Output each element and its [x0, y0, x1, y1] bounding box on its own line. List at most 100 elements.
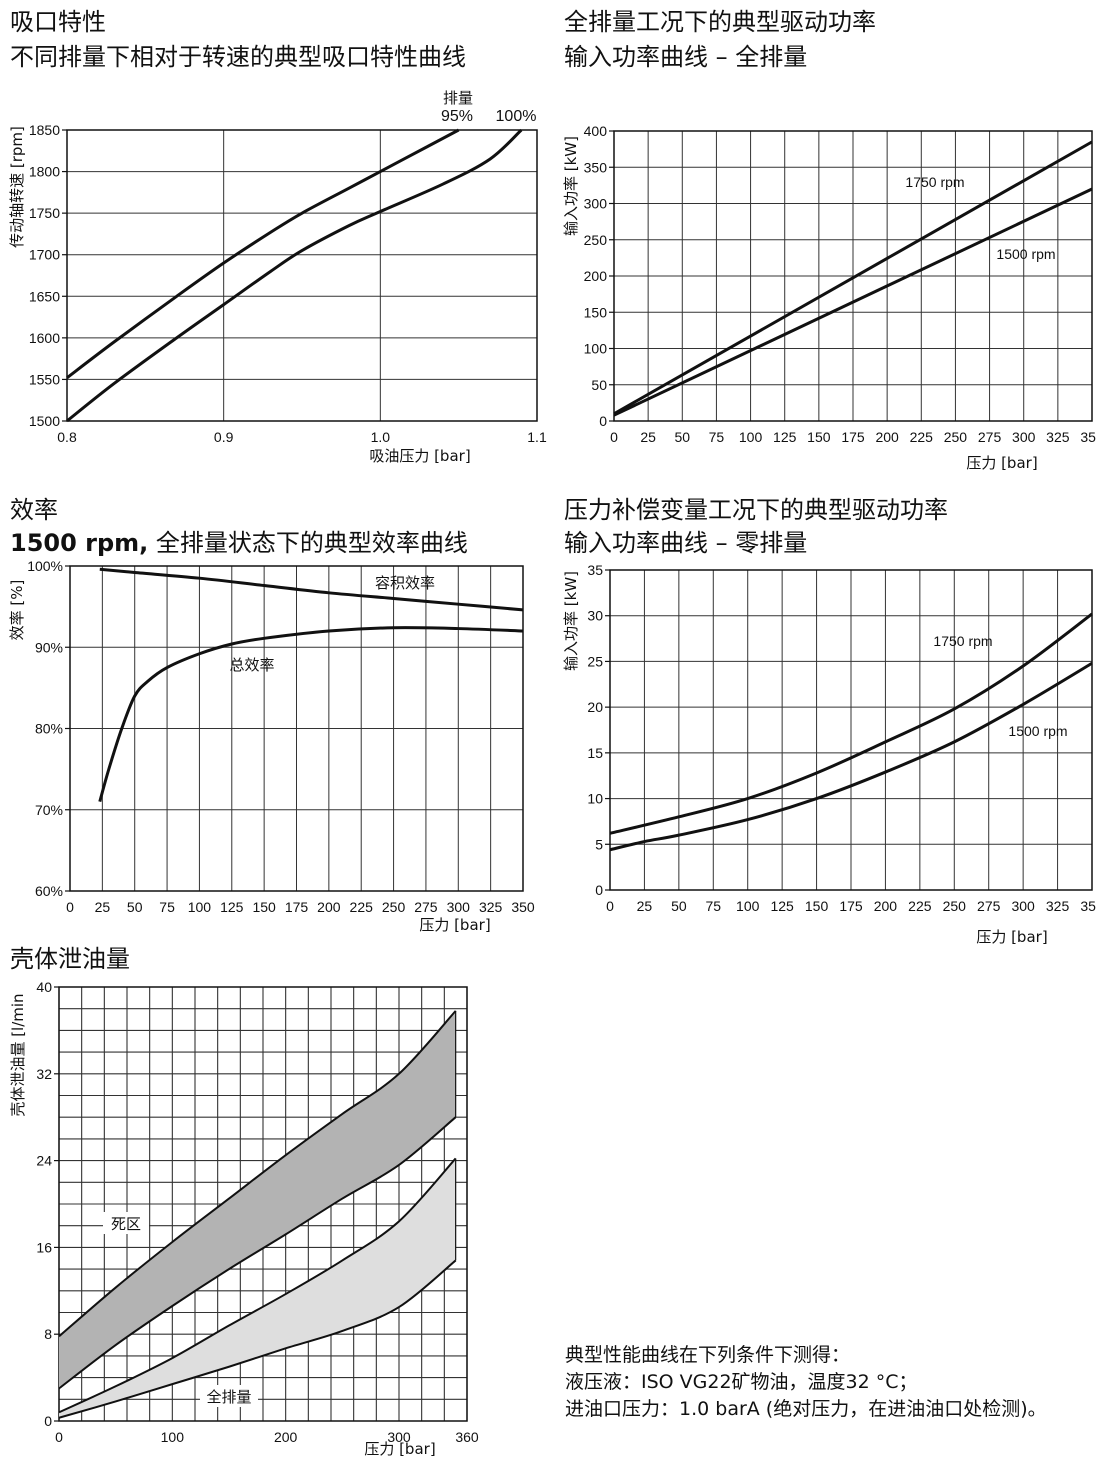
- measurement-notes: 典型性能曲线在下列条件下测得： 液压液：ISO VG22矿物油，温度32 °C；…: [565, 1342, 1047, 1423]
- plot-frame: [66, 129, 538, 422]
- x-tick-label: 275: [978, 429, 1002, 445]
- x-tick-label: 1.0: [371, 429, 391, 445]
- x-tick-label: 200: [875, 429, 899, 445]
- plot-frame: [609, 569, 1093, 891]
- x-tick-label: 325: [1046, 429, 1070, 445]
- x-axis-label: 压力 [bar]: [419, 916, 490, 934]
- y-tick-label: 1650: [29, 288, 60, 304]
- x-tick-label: 0: [610, 429, 618, 445]
- y-tick-label: 16: [36, 1239, 52, 1255]
- x-tick-label: 200: [317, 899, 341, 915]
- y-tick-label: 200: [584, 268, 608, 284]
- y-tick-label: 1550: [29, 371, 60, 387]
- y-tick-label: 20: [587, 699, 603, 715]
- chart3-title: 效率: [10, 496, 58, 524]
- note-line-2: 液压液：ISO VG22矿物油，温度32 °C；: [565, 1371, 918, 1393]
- x-tick-label: 100: [188, 899, 212, 915]
- x-tick-label: 0: [55, 1429, 63, 1445]
- series-line: [609, 612, 1093, 835]
- band-label-bg: [103, 1212, 149, 1234]
- plot-frame: [58, 986, 468, 1422]
- series-line: [66, 128, 460, 379]
- series-line: [66, 128, 523, 423]
- y-tick-label: 8: [44, 1326, 52, 1342]
- chart4-title: 压力补偿变量工况下的典型驱动功率: [564, 496, 948, 524]
- chart1-subtitle: 不同排量下相对于转速的典型吸口特性曲线: [10, 43, 466, 71]
- x-tick-label: 25: [95, 899, 111, 915]
- chart1-title: 吸口特性: [10, 8, 106, 36]
- x-tick-label: 125: [770, 898, 794, 914]
- x-tick-label: 50: [127, 899, 143, 915]
- x-tick-label: 300: [447, 899, 471, 915]
- series-line: [613, 140, 1093, 416]
- x-tick-label: 250: [382, 899, 406, 915]
- chart3: 0 25 50 75 100 125 150 175 200 225 250 275 300 325 350…: [8, 558, 535, 934]
- legend-label: 95%: [441, 108, 473, 125]
- y-tick-label: 5: [595, 836, 603, 852]
- x-tick-label: 225: [908, 898, 932, 914]
- legend-title: 排量: [443, 89, 473, 107]
- x-tick-label: 150: [252, 899, 276, 915]
- y-tick-label: 1700: [29, 247, 60, 263]
- chart3-subtitle: 1500 rpm, 全排量状态下的典型效率曲线: [10, 527, 468, 559]
- x-tick-label: 75: [159, 899, 175, 915]
- y-tick-label: 300: [584, 196, 608, 212]
- x-tick-label: 25: [637, 898, 653, 914]
- x-tick-label: 275: [414, 899, 438, 915]
- y-tick-label: 70%: [35, 802, 63, 818]
- x-axis-label: 压力 [bar]: [976, 928, 1047, 946]
- x-tick-label: 100: [736, 898, 760, 914]
- y-axis-label: 效率 [%]: [8, 580, 26, 641]
- x-tick-label: 175: [839, 898, 863, 914]
- y-axis-label: 传动轴转速 [rpm]: [8, 126, 26, 248]
- x-tick-label: 75: [709, 429, 725, 445]
- y-tick-label: 250: [584, 232, 608, 248]
- band-lower-edge: [58, 1259, 457, 1419]
- x-tick-label: 100: [161, 1429, 185, 1445]
- x-tick-label: 0.9: [214, 429, 234, 445]
- x-tick-label: 350: [511, 899, 535, 915]
- x-tick-label: 175: [841, 429, 865, 445]
- y-tick-label: 10: [587, 791, 603, 807]
- x-tick-label: 150: [805, 898, 829, 914]
- x-tick-label: 225: [350, 899, 374, 915]
- series-label: 1750 rpm: [933, 633, 992, 649]
- x-tick-label: 275: [977, 898, 1001, 914]
- y-axis-label: 输入功率 [kW]: [562, 136, 580, 236]
- x-tick-label: 200: [274, 1429, 298, 1445]
- series-label: 1500 rpm: [1008, 723, 1067, 739]
- x-tick-label: 125: [773, 429, 797, 445]
- chart2-title: 全排量工况下的典型驱动功率: [564, 8, 876, 36]
- y-tick-label: 40: [36, 979, 52, 995]
- series-label: 1500 rpm: [996, 246, 1055, 262]
- x-tick-label: 175: [285, 899, 309, 915]
- y-tick-label: 1600: [29, 330, 60, 346]
- x-tick-label: 0: [606, 898, 614, 914]
- x-tick-label: 0: [66, 899, 74, 915]
- series-line: [613, 187, 1093, 417]
- y-tick-label: 32: [36, 1066, 52, 1082]
- chart5: 0 100 200 300 360 0 8 16 24 32 40 压力 [bar] 壳体泄油量 [l/…: [9, 979, 479, 1458]
- x-tick-label: 75: [705, 898, 721, 914]
- chart3-subtitle-rest: 全排量状态下的典型效率曲线: [148, 529, 468, 557]
- x-tick-label: 25: [640, 429, 656, 445]
- x-tick-label: 360: [455, 1429, 479, 1445]
- y-tick-label: 0: [44, 1413, 52, 1429]
- y-tick-label: 100%: [27, 558, 63, 574]
- x-tick-label: 50: [671, 898, 687, 914]
- chart2: 0 25 50 75 100 125 150 175 200 225 250 275 300 325 35 0…: [562, 123, 1096, 472]
- y-tick-label: 0: [599, 413, 607, 429]
- y-tick-label: 30: [587, 608, 603, 624]
- full-displacement-band: [59, 1158, 456, 1418]
- chart4: 0 25 50 75 100 125 150 175 200 225 250 275 300 325 35 0…: [562, 562, 1096, 946]
- legend-label: 100%: [496, 108, 537, 125]
- y-tick-label: 350: [584, 159, 608, 175]
- y-tick-label: 100: [584, 341, 608, 357]
- y-tick-label: 80%: [35, 721, 63, 737]
- y-tick-label: 1800: [29, 164, 60, 180]
- band-upper-edge: [58, 1010, 457, 1338]
- x-tick-label: 325: [1046, 898, 1070, 914]
- x-tick-label: 0.8: [57, 429, 77, 445]
- y-tick-label: 60%: [35, 883, 63, 899]
- band-upper-edge: [58, 1157, 457, 1414]
